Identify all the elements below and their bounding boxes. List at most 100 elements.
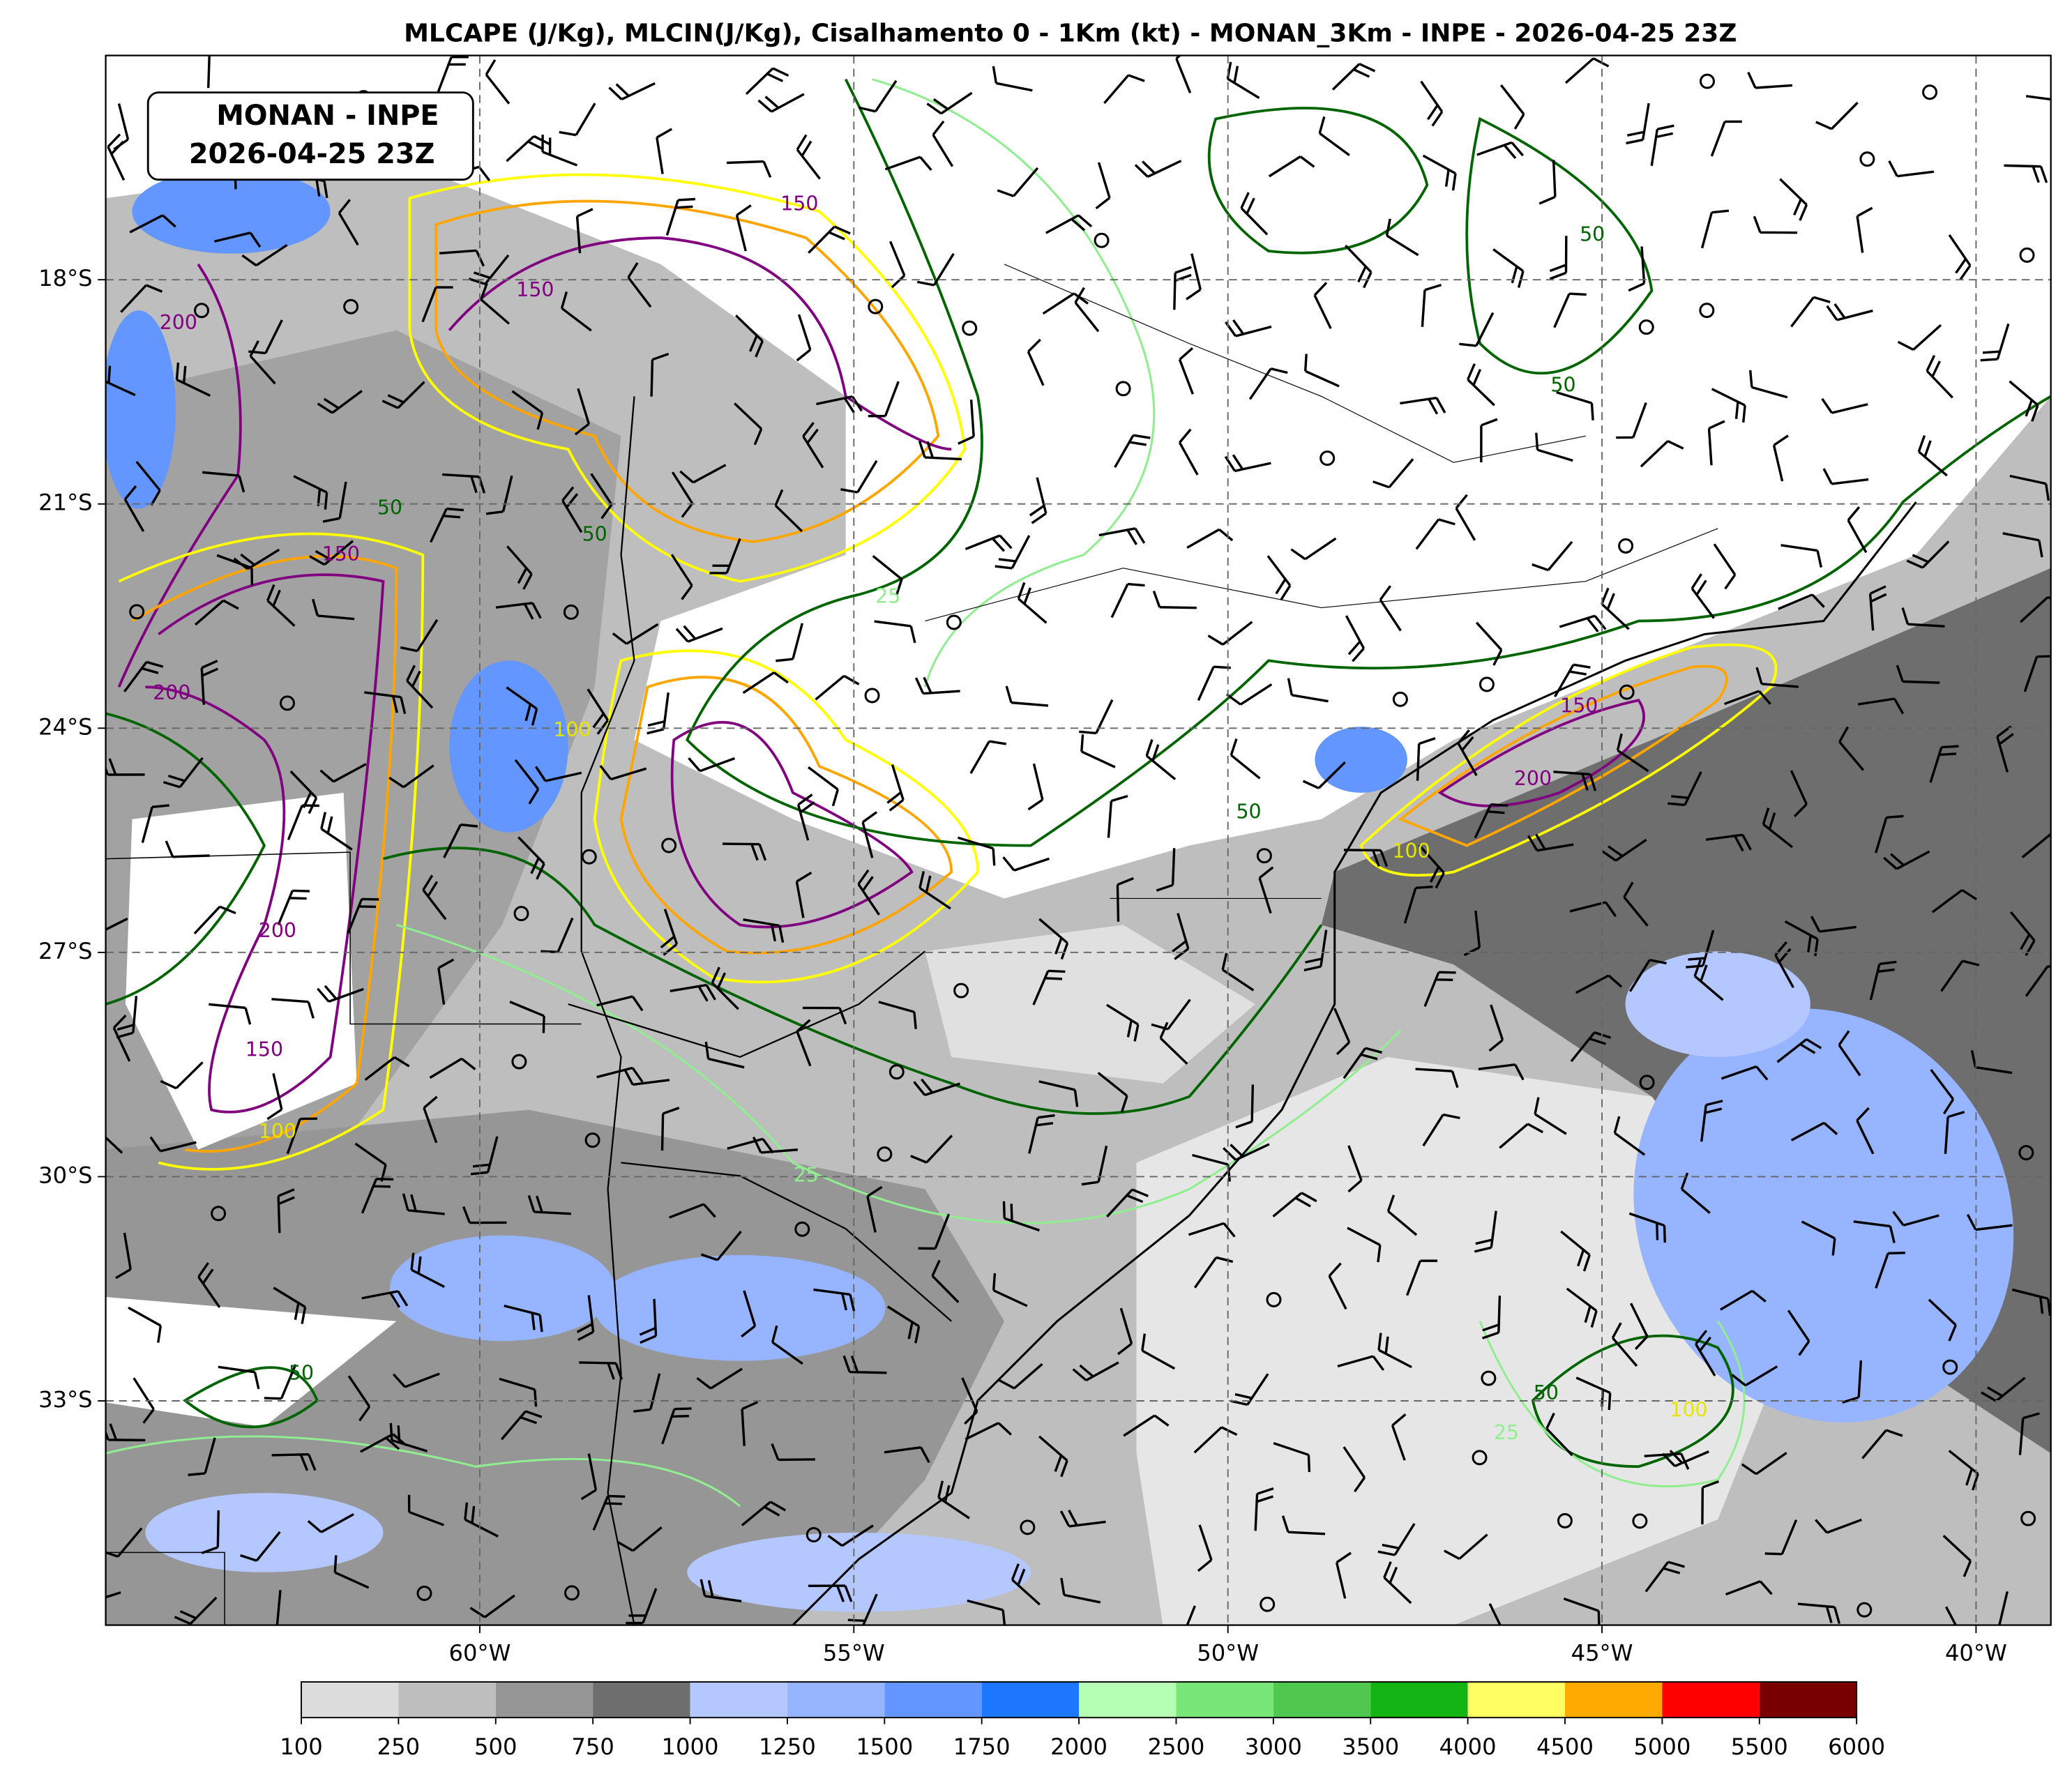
wind-barb (1459, 312, 1495, 347)
wind-barb (1695, 1330, 1716, 1376)
wind-barb (511, 390, 544, 430)
colorbar-label: 3000 (1245, 1733, 1302, 1760)
colorbar-bin (398, 1682, 496, 1718)
lat-tick-label: 27°S (38, 938, 93, 964)
wind-barb (275, 1590, 282, 1625)
wind-barb (1821, 397, 1868, 414)
wind-barb (194, 599, 239, 626)
wind-barb (1405, 1259, 1438, 1296)
calm-marker (1256, 848, 1272, 864)
calm-marker (868, 298, 884, 314)
wind-barb (480, 282, 511, 325)
wind-barb (967, 1599, 1006, 1625)
wind-barb (105, 1527, 143, 1558)
wind-barb (1897, 324, 1942, 351)
wind-barb (617, 1526, 663, 1552)
calm-marker (1392, 691, 1408, 707)
wind-barb (1377, 1333, 1412, 1369)
calm-marker (1699, 303, 1715, 319)
wind-barb (485, 475, 513, 515)
wind-barb (1626, 103, 1650, 145)
colorbar-label: 1000 (662, 1733, 719, 1760)
colorbar-bin (1370, 1682, 1468, 1718)
calm-marker (416, 1586, 432, 1601)
colorbar-label: 4500 (1536, 1733, 1594, 1760)
wind-barb (2021, 833, 2051, 858)
calm-marker (511, 1054, 527, 1070)
wind-barb (1372, 458, 1414, 489)
wind-barb (743, 918, 785, 943)
wind-barb (338, 199, 359, 246)
wind-barb (1764, 1519, 1798, 1556)
wind-barb (1258, 866, 1274, 914)
wind-barb (1303, 354, 1340, 388)
wind-barb (1422, 154, 1457, 191)
wind-barb (1248, 367, 1288, 400)
wind-barb (700, 1230, 742, 1261)
wind-barb (1559, 614, 1607, 632)
colorbar-label: 250 (377, 1733, 420, 1760)
wind-barb (309, 540, 354, 566)
colorbar-bin (495, 1682, 593, 1718)
wind-barb (188, 1437, 216, 1476)
wind-barb (1045, 214, 1093, 234)
colorbar-bin (1662, 1682, 1760, 1718)
wind-barb (1545, 1412, 1573, 1457)
wind-barb (141, 804, 169, 843)
wind-barb (1197, 1524, 1213, 1572)
wind-barb (293, 475, 328, 510)
wind-barb (1707, 420, 1725, 466)
wind-barb (1801, 1220, 1836, 1256)
calm-marker (1859, 151, 1875, 167)
colorbar-bin (1079, 1682, 1177, 1718)
wind-barb (886, 1305, 921, 1344)
wind-barb (1235, 1084, 1255, 1129)
label-box: MONAN - INPE 2026-04-25 23Z (146, 91, 474, 181)
wind-barb (1343, 1446, 1366, 1493)
wind-barb (462, 1206, 507, 1224)
wind-barb (2009, 380, 2039, 422)
wind-barb (105, 758, 145, 776)
lat-tick-label: 21°S (38, 490, 93, 516)
wind-barb (105, 917, 128, 932)
wind-barb (266, 584, 296, 627)
axes: 60°W 55°W 50°W 45°W 40°W 18°S 21°S 24°S 27°S 30°S… (38, 265, 2007, 1666)
wind-barb (1686, 930, 1715, 969)
colorbar-label: 100 (280, 1733, 322, 1760)
wind-barb (1713, 543, 1737, 590)
wind-barb (1318, 116, 1350, 157)
wind-barb (1725, 1580, 1773, 1596)
wind-barb (1345, 615, 1366, 662)
wind-barb (123, 485, 145, 532)
wind-barb (1475, 621, 1503, 666)
wind-barb (1747, 71, 1793, 89)
calm-marker (1260, 1596, 1276, 1612)
calm-marker (864, 688, 880, 704)
contour-label: 50 (1236, 800, 1261, 823)
wind-barb (1186, 1605, 1196, 1625)
wind-barb (107, 133, 126, 181)
wind-barb (1790, 770, 1808, 818)
wind-barb (364, 1056, 410, 1081)
lat-tick-label: 18°S (38, 265, 93, 291)
wind-barb (847, 1593, 878, 1625)
wind-barb (1110, 582, 1145, 619)
wind-barb (741, 1290, 757, 1338)
contour-label: 150 (1560, 695, 1598, 718)
wind-barb (1193, 1426, 1238, 1454)
wind-barb (320, 812, 353, 851)
map-area: 200 150 150 150 200 200 150 100 50 50 25 50 50 200 150… (105, 55, 2051, 1625)
wind-barb (1749, 370, 1788, 399)
wind-barb (392, 1372, 440, 1388)
wind-barb (1159, 1022, 1188, 1065)
wind-barb (2025, 95, 2051, 101)
wind-barb (660, 909, 679, 956)
wind-barb (888, 241, 906, 289)
wind-barb (1700, 209, 1730, 249)
wind-barb (430, 507, 464, 543)
wind-barb (1741, 1452, 1787, 1475)
wind-barb (1926, 355, 1953, 399)
wind-barb (665, 197, 695, 236)
wind-barb (771, 1443, 815, 1462)
wind-barb (1640, 440, 1684, 468)
